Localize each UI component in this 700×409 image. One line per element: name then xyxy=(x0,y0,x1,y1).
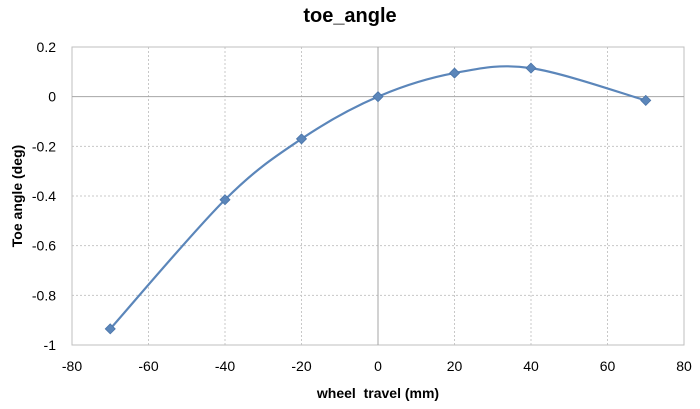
x-tick-label: 20 xyxy=(447,358,463,374)
data-point-marker xyxy=(104,323,116,335)
x-tick-label: -80 xyxy=(62,358,82,374)
x-tick-label: 60 xyxy=(600,358,616,374)
y-tick-label: -0.2 xyxy=(32,138,56,154)
y-tick-label: -0.4 xyxy=(32,188,56,204)
data-point-marker xyxy=(448,67,461,79)
y-tick-label: 0.2 xyxy=(37,39,57,55)
x-tick-label: 40 xyxy=(523,358,539,374)
y-tick-label: -0.8 xyxy=(32,287,56,303)
y-tick-label: 0 xyxy=(48,89,56,105)
data-point-marker xyxy=(219,194,231,206)
y-axis-ticks: 0.2 0 -0.2 -0.4 -0.6 -0.8 -1 xyxy=(32,39,56,353)
y-tick-label: -1 xyxy=(44,337,57,353)
x-tick-label: -60 xyxy=(138,358,158,374)
x-tick-label: -40 xyxy=(215,358,235,374)
x-axis-label: wheel travel (mm) xyxy=(316,385,439,401)
y-axis-label: Toe angle (deg) xyxy=(9,145,25,247)
data-point-marker xyxy=(372,91,384,103)
x-axis-ticks: -80 -60 -40 -20 0 20 40 60 80 xyxy=(62,358,692,374)
x-tick-label: 80 xyxy=(676,358,692,374)
data-point-marker xyxy=(640,94,652,106)
x-tick-label: -20 xyxy=(291,358,311,374)
y-tick-label: -0.6 xyxy=(32,238,56,254)
chart-title: toe_angle xyxy=(303,5,396,27)
series-layer xyxy=(104,62,652,335)
x-tick-label: 0 xyxy=(374,358,382,374)
data-point-marker xyxy=(525,62,537,74)
data-point-marker xyxy=(295,133,308,145)
